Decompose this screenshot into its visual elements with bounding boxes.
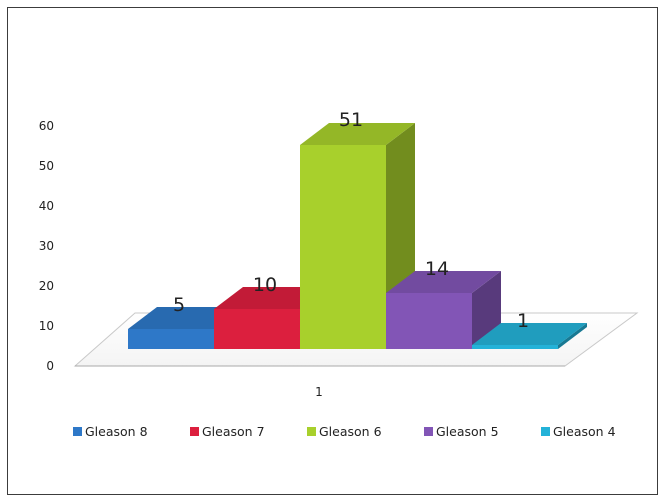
legend-label: Gleason 7 — [202, 424, 265, 439]
bar-side — [558, 323, 587, 349]
legend: Gleason 8 Gleason 7 Gleason 6 Gleason 5 Glea… — [73, 424, 616, 439]
y-axis-ticks: 0 10 20 30 40 50 60 — [39, 119, 54, 373]
bar-front — [300, 145, 386, 349]
bar-front — [214, 309, 300, 349]
data-label: 51 — [339, 109, 363, 131]
y-tick-label: 20 — [39, 279, 54, 293]
bar-top — [472, 323, 587, 345]
bar-gleason-6 — [300, 123, 415, 349]
data-label: 1 — [517, 310, 529, 332]
legend-label: Gleason 6 — [319, 424, 382, 439]
y-tick-label: 50 — [39, 159, 54, 173]
y-tick-label: 10 — [39, 319, 54, 333]
y-tick-label: 40 — [39, 199, 54, 213]
bar-front — [128, 329, 214, 349]
legend-swatch — [424, 427, 433, 436]
legend-item: Gleason 4 — [541, 424, 616, 439]
bar-front — [472, 345, 558, 349]
legend-swatch — [73, 427, 82, 436]
legend-label: Gleason 4 — [553, 424, 616, 439]
legend-swatch — [190, 427, 199, 436]
bar-gleason-5 — [386, 271, 501, 349]
legend-item: Gleason 7 — [190, 424, 265, 439]
legend-swatch — [541, 427, 550, 436]
x-tick-label: 1 — [315, 385, 323, 399]
legend-item: Gleason 6 — [307, 424, 382, 439]
data-label: 14 — [425, 258, 449, 280]
bar-top — [300, 123, 415, 145]
bar-gleason-4 — [472, 323, 587, 349]
y-tick-label: 60 — [39, 119, 54, 133]
data-label: 10 — [253, 274, 277, 296]
y-tick-label: 0 — [46, 359, 54, 373]
data-label: 5 — [173, 294, 185, 316]
bar-front — [386, 293, 472, 349]
x-axis-ticks: 1 — [315, 385, 323, 399]
legend-item: Gleason 8 — [73, 424, 148, 439]
bar-top — [386, 271, 501, 293]
legend-swatch — [307, 427, 316, 436]
bars: 5 10 51 14 1 — [128, 109, 587, 349]
y-tick-label: 30 — [39, 239, 54, 253]
legend-label: Gleason 8 — [85, 424, 148, 439]
legend-label: Gleason 5 — [436, 424, 499, 439]
legend-item: Gleason 5 — [424, 424, 499, 439]
